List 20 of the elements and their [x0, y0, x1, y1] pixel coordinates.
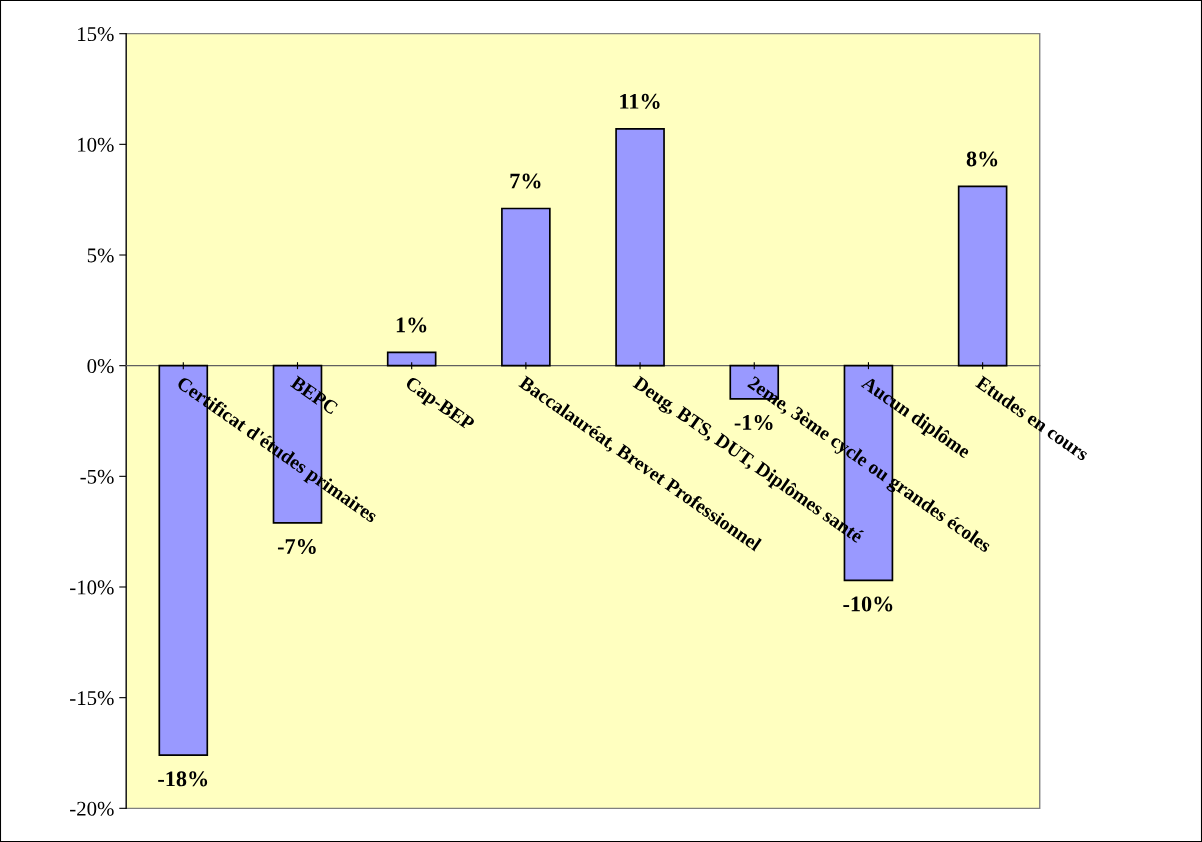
data-label: -1%: [734, 415, 773, 431]
y-tick-label: 10%: [78, 137, 114, 152]
bar: [501, 207, 551, 367]
data-label: -7%: [277, 538, 316, 555]
y-tick-label: 0%: [87, 359, 114, 374]
bar: [957, 185, 1008, 367]
y-tick-label: -10%: [70, 580, 114, 595]
data-label: 8%: [966, 151, 998, 167]
bar: [386, 351, 437, 367]
y-tick-label: -15%: [70, 691, 114, 706]
data-label: -10%: [843, 596, 893, 612]
y-tick-label: -20%: [70, 801, 114, 816]
bar: [615, 128, 665, 367]
y-tick-label: 15%: [78, 27, 114, 42]
y-tick-label: 5%: [87, 248, 114, 263]
data-label: 1%: [396, 317, 427, 333]
data-label: -18%: [158, 771, 208, 787]
data-label: 7%: [510, 173, 541, 189]
y-tick-label: -5%: [80, 469, 114, 484]
data-label: 11%: [620, 93, 660, 109]
